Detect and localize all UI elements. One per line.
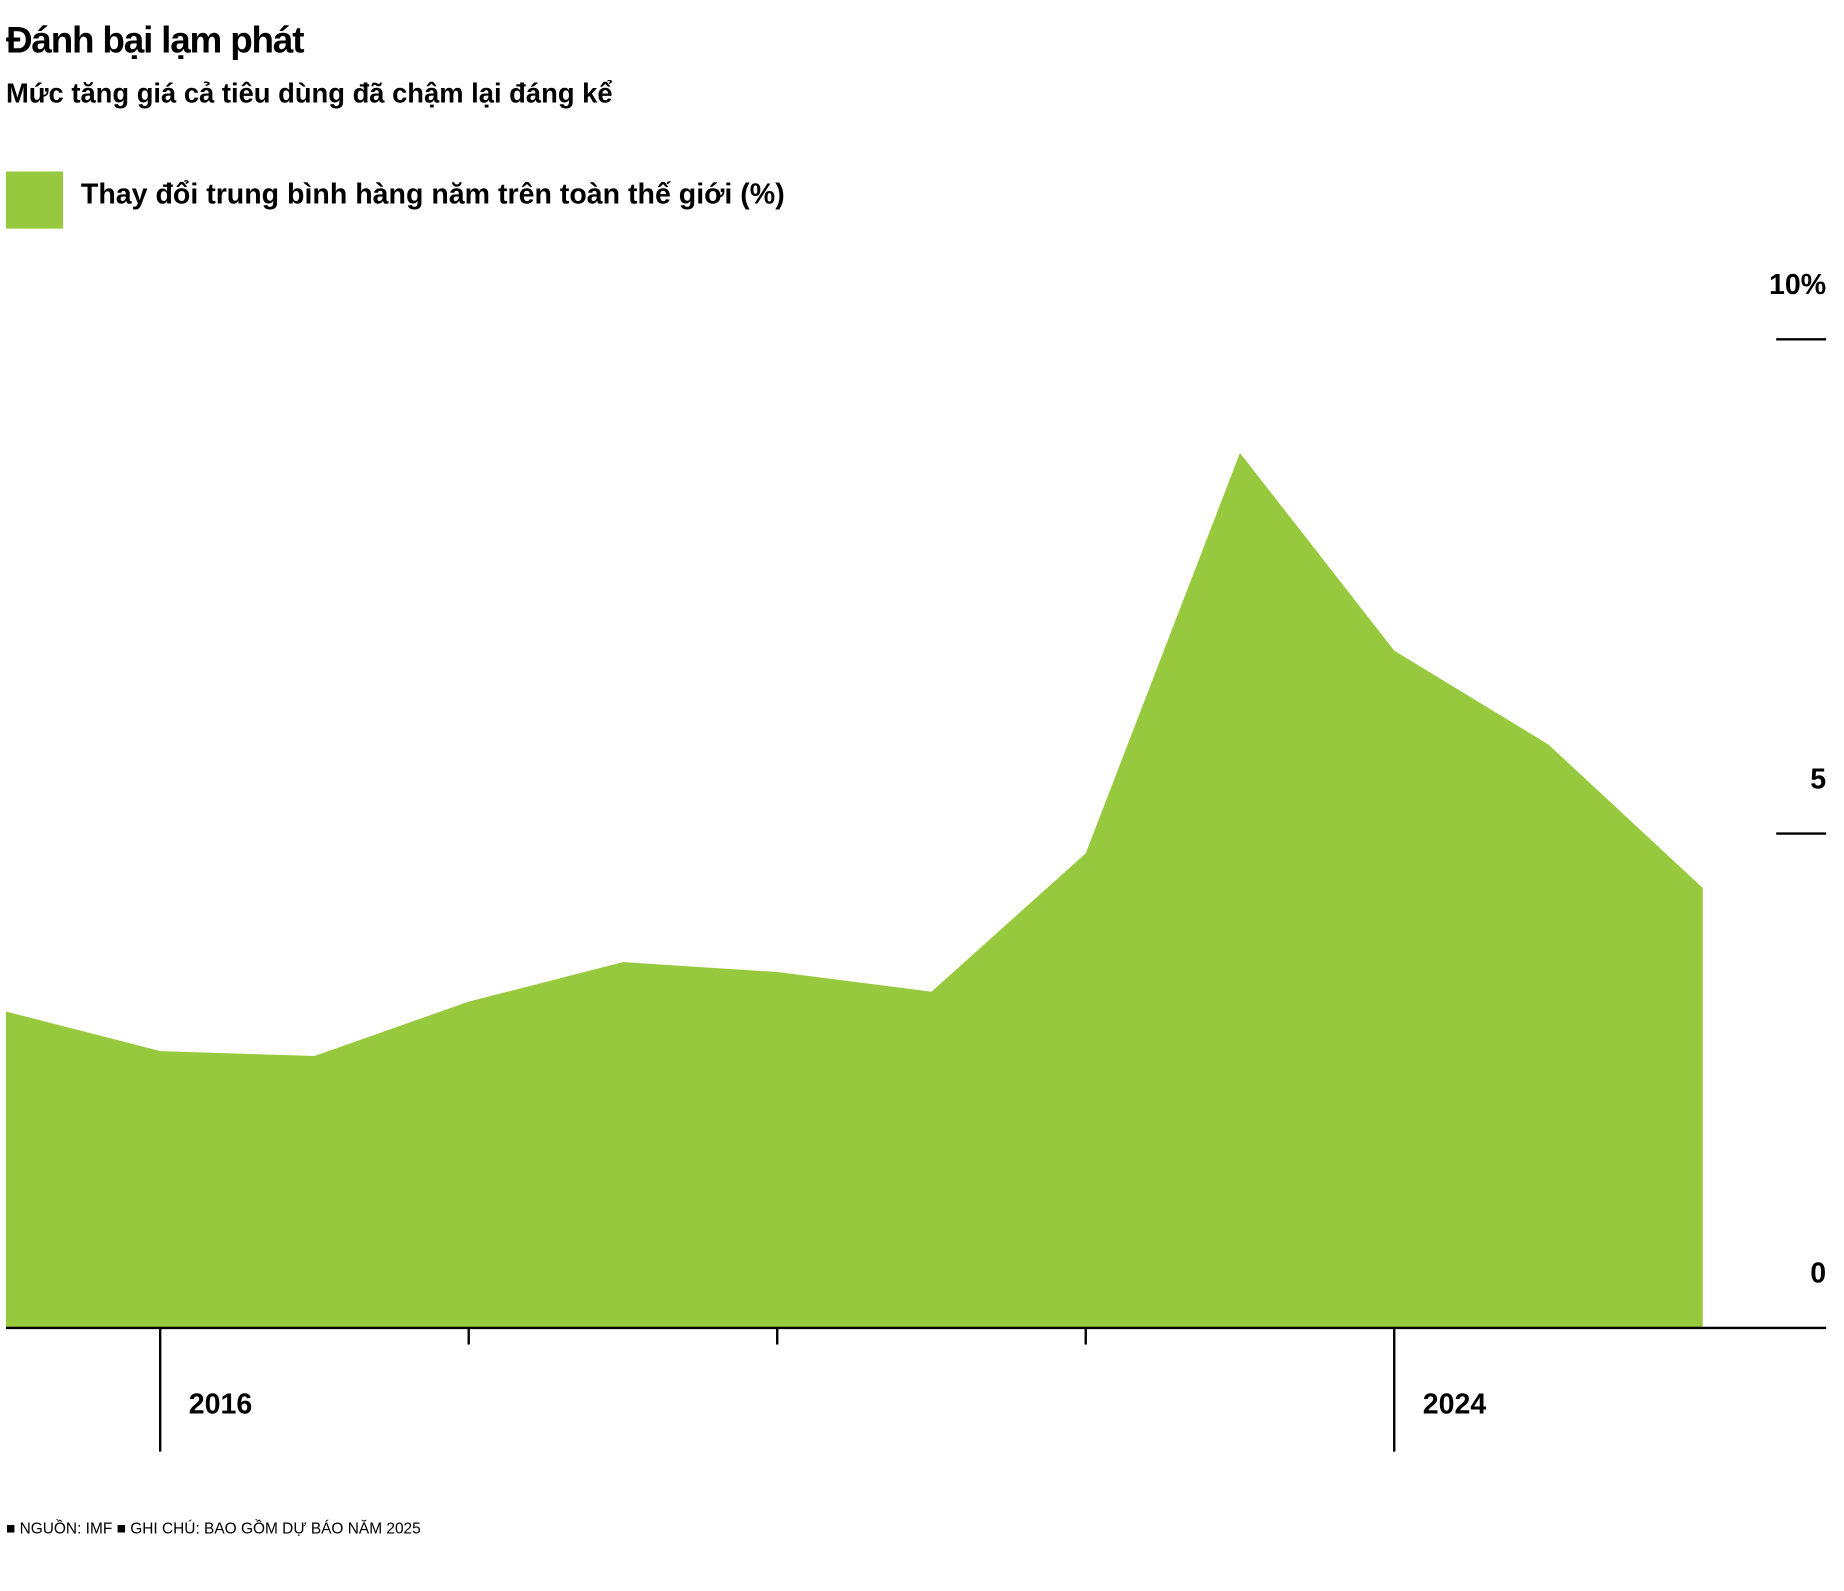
legend-swatch (5, 171, 64, 229)
y-tick-label: 10% (1769, 269, 1826, 301)
y-tick-label: 0 (1810, 1258, 1826, 1290)
chart-subtitle: Mức tăng giá cả tiêu dùng đã chậm lại đá… (6, 78, 613, 109)
x-tick-label: 2024 (1423, 1389, 1487, 1421)
x-tick-label: 2016 (189, 1389, 253, 1421)
y-tick-label: 5 (1810, 763, 1826, 795)
footnote: ■ NGUỒN: IMF ■ GHI CHÚ: BAO GỒM DỰ BÁO N… (6, 1520, 421, 1538)
chart-title: Đánh bại lạm phát (6, 20, 304, 61)
area (5, 452, 1703, 1328)
legend-label: Thay đổi trung bình hàng năm trên toàn t… (81, 179, 785, 211)
